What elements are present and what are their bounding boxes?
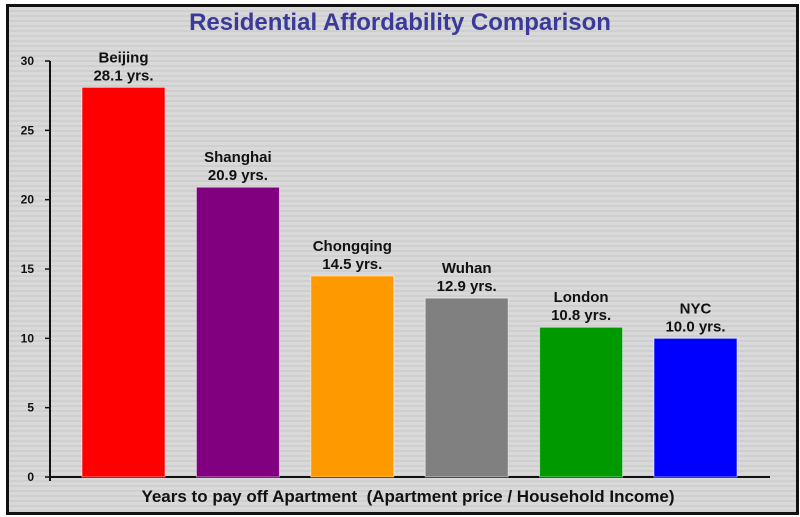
- category-label: Chongqing: [313, 238, 392, 255]
- chart-title: Residential Affordability Comparison: [189, 9, 611, 36]
- data-label: 20.9 yrs.: [208, 167, 268, 184]
- category-label: Shanghai: [204, 149, 272, 166]
- bar-wuhan: [424, 297, 509, 478]
- category-label: Wuhan: [442, 260, 492, 277]
- data-label: 10.0 yrs.: [665, 318, 725, 335]
- category-label: Beijing: [98, 49, 148, 66]
- y-axis: 0 5 10 15 20 25 30: [21, 54, 770, 484]
- data-label: 28.1 yrs.: [93, 67, 153, 84]
- bar-beijing: [81, 86, 166, 478]
- category-label: London: [554, 289, 609, 306]
- bar-london: [539, 326, 624, 478]
- y-tick-label: 0: [27, 470, 34, 484]
- bar-shanghai: [195, 186, 280, 478]
- y-tick-label: 20: [21, 193, 35, 207]
- data-label: 10.8 yrs.: [551, 307, 611, 324]
- data-label: 14.5 yrs.: [322, 256, 382, 273]
- y-tick-label: 10: [21, 331, 35, 345]
- y-tick-label: 5: [27, 401, 34, 415]
- y-tick-label: 15: [21, 262, 35, 276]
- data-label: 12.9 yrs.: [437, 278, 497, 295]
- y-tick-label: 25: [21, 123, 35, 137]
- x-axis-label: Years to pay off Apartment (Apartment pr…: [141, 487, 674, 506]
- bar-nyc: [653, 337, 738, 478]
- y-tick-label: 30: [21, 54, 35, 68]
- category-label: NYC: [680, 300, 712, 317]
- bar-chongqing: [310, 275, 395, 478]
